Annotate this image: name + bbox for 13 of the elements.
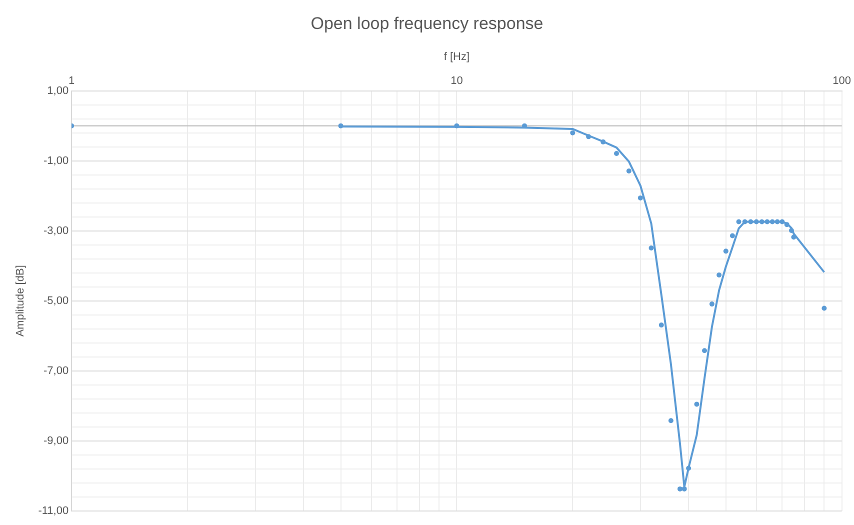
- x-axis-title: f [Hz]: [444, 51, 470, 64]
- y-tick-label: -11,00: [38, 505, 69, 518]
- y-axis-title: Amplitude [dB]: [14, 265, 27, 337]
- y-tick-label: 1,00: [47, 84, 69, 97]
- y-tick-label: -7,00: [43, 364, 69, 377]
- y-tick-label: -5,00: [43, 294, 69, 307]
- x-tick-label: 10: [450, 75, 463, 88]
- y-tick-label: -1,00: [43, 154, 69, 167]
- y-tick-label: -3,00: [43, 224, 69, 237]
- y-tick-label: -9,00: [43, 435, 69, 447]
- x-tick-label: 1: [68, 75, 75, 88]
- chart-title: Open loop frequency response: [310, 14, 544, 33]
- x-tick-label: 100: [832, 75, 852, 88]
